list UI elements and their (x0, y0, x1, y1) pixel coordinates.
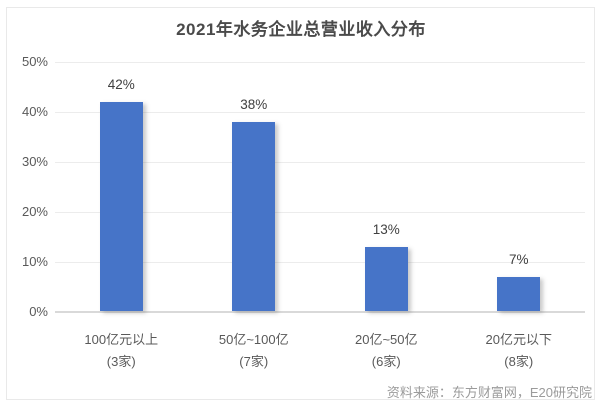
bar-value-label: 38% (240, 97, 268, 112)
x-axis-category-label: 20亿~50亿 (6家) (316, 329, 456, 373)
y-axis-tick-label: 20% (21, 204, 48, 219)
x-axis-category-label: 100亿元以上 (3家) (51, 329, 191, 373)
category-name: 20亿元以下 (485, 332, 552, 347)
y-axis-tick-label: 50% (21, 54, 48, 69)
y-axis-tick-label: 30% (21, 154, 48, 169)
bar (497, 277, 541, 311)
bar-value-label: 42% (107, 77, 135, 92)
x-axis-category-label: 50亿~100亿 (7家) (184, 329, 324, 373)
x-axis-category-label: 20亿元以下 (8家) (449, 329, 589, 373)
gridline (55, 162, 585, 163)
gridline (55, 62, 585, 63)
y-axis-tick-label: 40% (21, 104, 48, 119)
y-axis-tick-label: 10% (21, 254, 48, 269)
y-axis-tick-label: 0% (29, 304, 48, 319)
bar (232, 122, 276, 311)
gridline (55, 262, 585, 263)
bar-value-label: 7% (508, 252, 529, 267)
category-count: (7家) (239, 354, 269, 369)
gridline (55, 112, 585, 113)
bar (364, 247, 408, 311)
category-count: (8家) (504, 354, 534, 369)
bar (99, 102, 143, 311)
source-note: 资料来源：东方财富网，E20研究院 (386, 385, 592, 400)
chart-title: 2021年水务企业总营业收入分布 (176, 20, 426, 39)
category-name: 20亿~50亿 (354, 332, 418, 347)
category-count: (3家) (106, 354, 136, 369)
bar-value-label: 13% (372, 222, 400, 237)
category-count: (6家) (371, 354, 401, 369)
category-name: 100亿元以上 (84, 332, 159, 347)
gridline (55, 212, 585, 213)
category-name: 50亿~100亿 (218, 332, 289, 347)
x-axis-baseline (55, 311, 585, 313)
